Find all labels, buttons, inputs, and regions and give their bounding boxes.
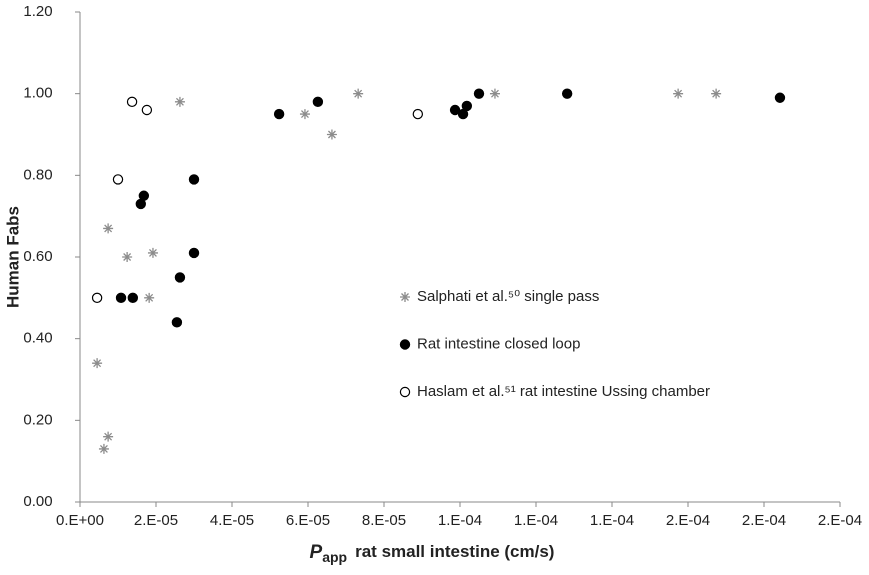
legend-label: Haslam et al.⁵¹ rat intestine Ussing cha… [417,383,710,400]
point [412,108,424,120]
legend-marker [399,339,411,350]
point [112,174,124,185]
point [326,129,337,140]
point [774,92,786,103]
legend-label: Rat intestine closed loop [417,335,580,352]
x-tick-label: 1.E-04 [590,512,634,529]
point [174,96,185,107]
point [188,247,200,259]
point [91,292,103,304]
y-tick-label: 1.20 [23,3,52,20]
legend-marker [399,386,411,398]
point [98,443,109,454]
x-tick-label: 2.E-04 [742,512,786,529]
point [461,100,473,112]
x-tick-label: 2.E-04 [818,512,862,529]
point [174,272,186,283]
point [711,88,722,99]
y-tick-label: 0.80 [23,166,52,183]
point [147,247,158,258]
point [115,292,127,304]
point [561,88,573,99]
x-tick-label: 6.E-05 [286,512,330,529]
point [299,109,310,120]
x-label-text: rat small intestine (cm/s) [355,542,554,561]
y-tick-label: 1.00 [23,85,52,102]
point [353,88,364,99]
point [103,223,114,234]
point [473,88,485,99]
legend-label: Salphati et al.⁵⁰ single pass [417,288,599,305]
point [103,431,114,442]
point [141,104,153,116]
point [273,108,285,120]
x-tick-label: 2.E-05 [134,512,178,529]
x-axis-label: Papp rat small intestine (cm/s) [310,542,555,565]
point [457,108,469,120]
point [489,88,500,99]
x-tick-label: 0.E+00 [56,512,104,529]
x-label-subscript: app [322,549,347,565]
point [449,104,461,116]
y-tick-label: 0.40 [23,330,52,347]
point [144,292,155,303]
x-tick-label: 2.E-04 [666,512,710,529]
point [188,174,200,185]
y-tick-label: 0.20 [23,411,52,428]
point [92,358,103,369]
y-tick-label: 0.00 [23,493,52,510]
x-tick-label: 8.E-05 [362,512,406,529]
point [171,317,183,328]
x-tick-label: 1.E-04 [514,512,558,529]
point [126,96,138,108]
x-tick-label: 4.E-05 [210,512,254,529]
x-label-symbol: P [310,542,323,563]
point [135,198,146,210]
point [312,96,324,108]
legend-marker [400,292,410,302]
point [122,252,133,262]
y-tick-label: 0.60 [23,248,52,265]
x-tick-label: 1.E-04 [438,512,482,529]
y-axis-label: Human Fabs [3,206,22,308]
point [673,88,684,99]
point [127,292,139,304]
